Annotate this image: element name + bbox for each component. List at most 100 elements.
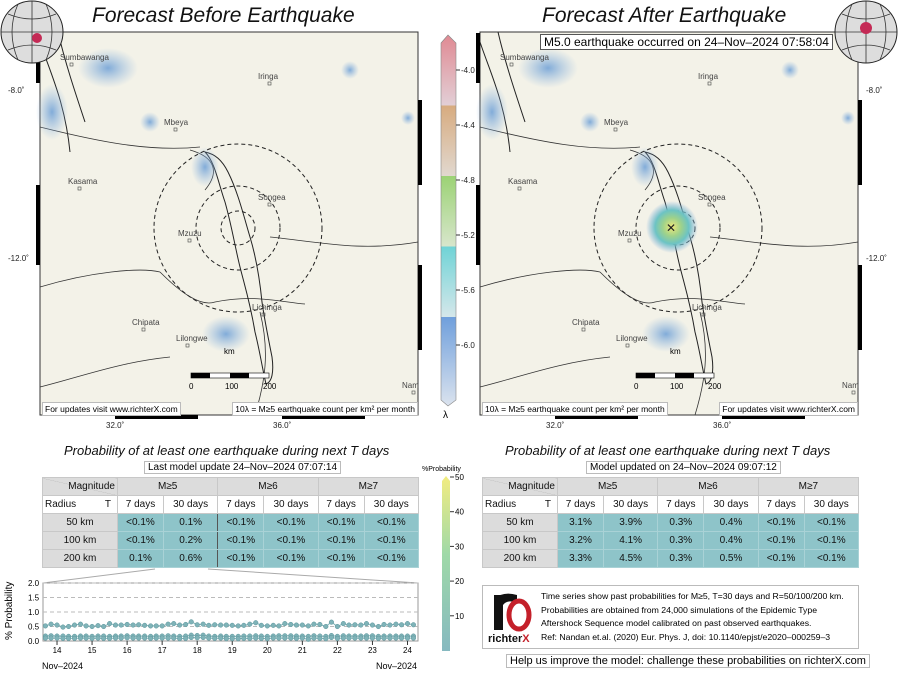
probability-cell: 0.2% (162, 531, 219, 550)
series-point (183, 635, 189, 641)
city-label: Nam (842, 381, 859, 390)
series-point (171, 621, 177, 627)
series-point (393, 621, 399, 627)
x-tick-label: 15 (88, 646, 97, 655)
y-axis-label: % Probability (4, 582, 15, 640)
prob-tick: 40 (455, 508, 464, 517)
lambda-tick: -4.8 (461, 176, 475, 185)
radius-label: 200 km (482, 549, 558, 568)
series-point (276, 623, 282, 629)
magnitude-header: Magnitude (42, 477, 118, 496)
series-point (130, 622, 136, 628)
series-point (194, 622, 200, 628)
probability-cell: <0.1% (217, 513, 265, 532)
period-header: 7 days (657, 495, 705, 514)
probability-cell: 0.3% (657, 549, 705, 568)
probability-cell: <0.1% (803, 531, 860, 550)
series-point (118, 635, 124, 641)
series-point (95, 623, 101, 629)
series-point (346, 635, 352, 641)
city-label: Sumbawanga (500, 53, 549, 62)
probability-cell: 0.3% (657, 513, 705, 532)
x-tick-label: 19 (228, 646, 237, 655)
series-point (54, 635, 60, 641)
x-tick-label: 20 (263, 646, 272, 655)
mag-header: M≥7 (317, 477, 420, 496)
series-point (369, 635, 375, 641)
series-point (42, 635, 49, 641)
period-header: 30 days (602, 495, 659, 514)
city-label: Lilongwe (616, 334, 648, 343)
svg-text:200: 200 (708, 382, 722, 391)
series-point (387, 635, 393, 641)
info-line-1: Time series show past probabilities for … (541, 591, 844, 601)
lambda-colorbar: -4.0 -4.4 -4.8 -5.2 -5.6 -6.0 λ (440, 34, 475, 421)
series-point (212, 622, 218, 628)
city-label: Kasama (68, 177, 98, 186)
help-link[interactable]: Help us improve the model: challenge the… (506, 654, 870, 668)
x-tick-label: 14 (53, 646, 62, 655)
x-tick-label: 22 (333, 646, 342, 655)
series-point (130, 635, 136, 641)
x-tick-label: 17 (158, 646, 167, 655)
time-series-chart: % Probability Nov–2024 Nov–2024 0.0 0.5 1.… (4, 568, 419, 671)
period-header: 7 days (116, 495, 164, 514)
series-point (235, 623, 241, 629)
series-point (264, 623, 270, 629)
series-point (153, 623, 159, 629)
probability-cell: 0.5% (703, 549, 759, 568)
right-updates-note: For updates visit www.richterX.com (719, 402, 858, 416)
series-point (177, 636, 183, 642)
lambda-label: λ (443, 410, 448, 421)
series-point (66, 635, 72, 641)
series-point (276, 635, 282, 641)
probability-cell: 3.3% (556, 549, 604, 568)
x-right-label: Nov–2024 (376, 661, 417, 671)
city-label: Mzuzu (178, 229, 202, 238)
city-marker-icon (701, 312, 706, 317)
series-line (45, 634, 414, 637)
left-table-title: Probability of at least one earthquake d… (64, 443, 390, 458)
series-point (112, 622, 119, 628)
series-point (358, 622, 364, 628)
series-point (282, 635, 288, 641)
series-point (293, 635, 299, 641)
series-point (305, 623, 311, 629)
series-point (241, 622, 247, 628)
mag-header: M≥5 (116, 477, 219, 496)
probability-cell: 0.3% (657, 531, 705, 550)
period-header: 7 days (757, 495, 805, 514)
map-before (35, 31, 419, 416)
series-point (101, 635, 107, 641)
series-point (148, 635, 154, 641)
svg-text:0: 0 (634, 382, 639, 391)
radius-label: 50 km (482, 513, 558, 532)
series-point (363, 635, 370, 641)
probability-cell: <0.1% (317, 531, 365, 550)
svg-text:%Probability: %Probability (422, 466, 461, 473)
series-point (387, 622, 393, 628)
radius-label: 50 km (42, 513, 118, 532)
series-point (381, 621, 387, 628)
period-header: 7 days (556, 495, 604, 514)
info-line-3: Aftershock Sequence model calibrated on … (541, 618, 812, 628)
city-label: Mbeya (164, 118, 189, 127)
probability-cell: <0.1% (317, 549, 365, 568)
city-marker-icon (77, 186, 82, 191)
city-marker-icon (141, 327, 146, 332)
probability-cell: <0.1% (363, 531, 420, 550)
scale-bar-right: 0 100 200 km (634, 347, 722, 391)
probability-cell: 0.1% (116, 549, 164, 568)
series-point (83, 623, 89, 629)
series-point (352, 622, 358, 628)
probability-cell: 4.1% (602, 531, 659, 550)
y-tick-label: 1.5 (28, 594, 40, 603)
series-point (253, 620, 259, 626)
series-point (206, 622, 212, 628)
city-marker-icon (707, 202, 712, 207)
city-label: Mbeya (604, 118, 629, 127)
lon-label-36-right: 36.0˚ (713, 421, 732, 430)
probability-table-before: Magnitude M≥5 M≥6 M≥7 Radius T 7 days 30 days 7 … (42, 477, 420, 568)
series-point (235, 636, 241, 642)
series-point (124, 635, 130, 641)
